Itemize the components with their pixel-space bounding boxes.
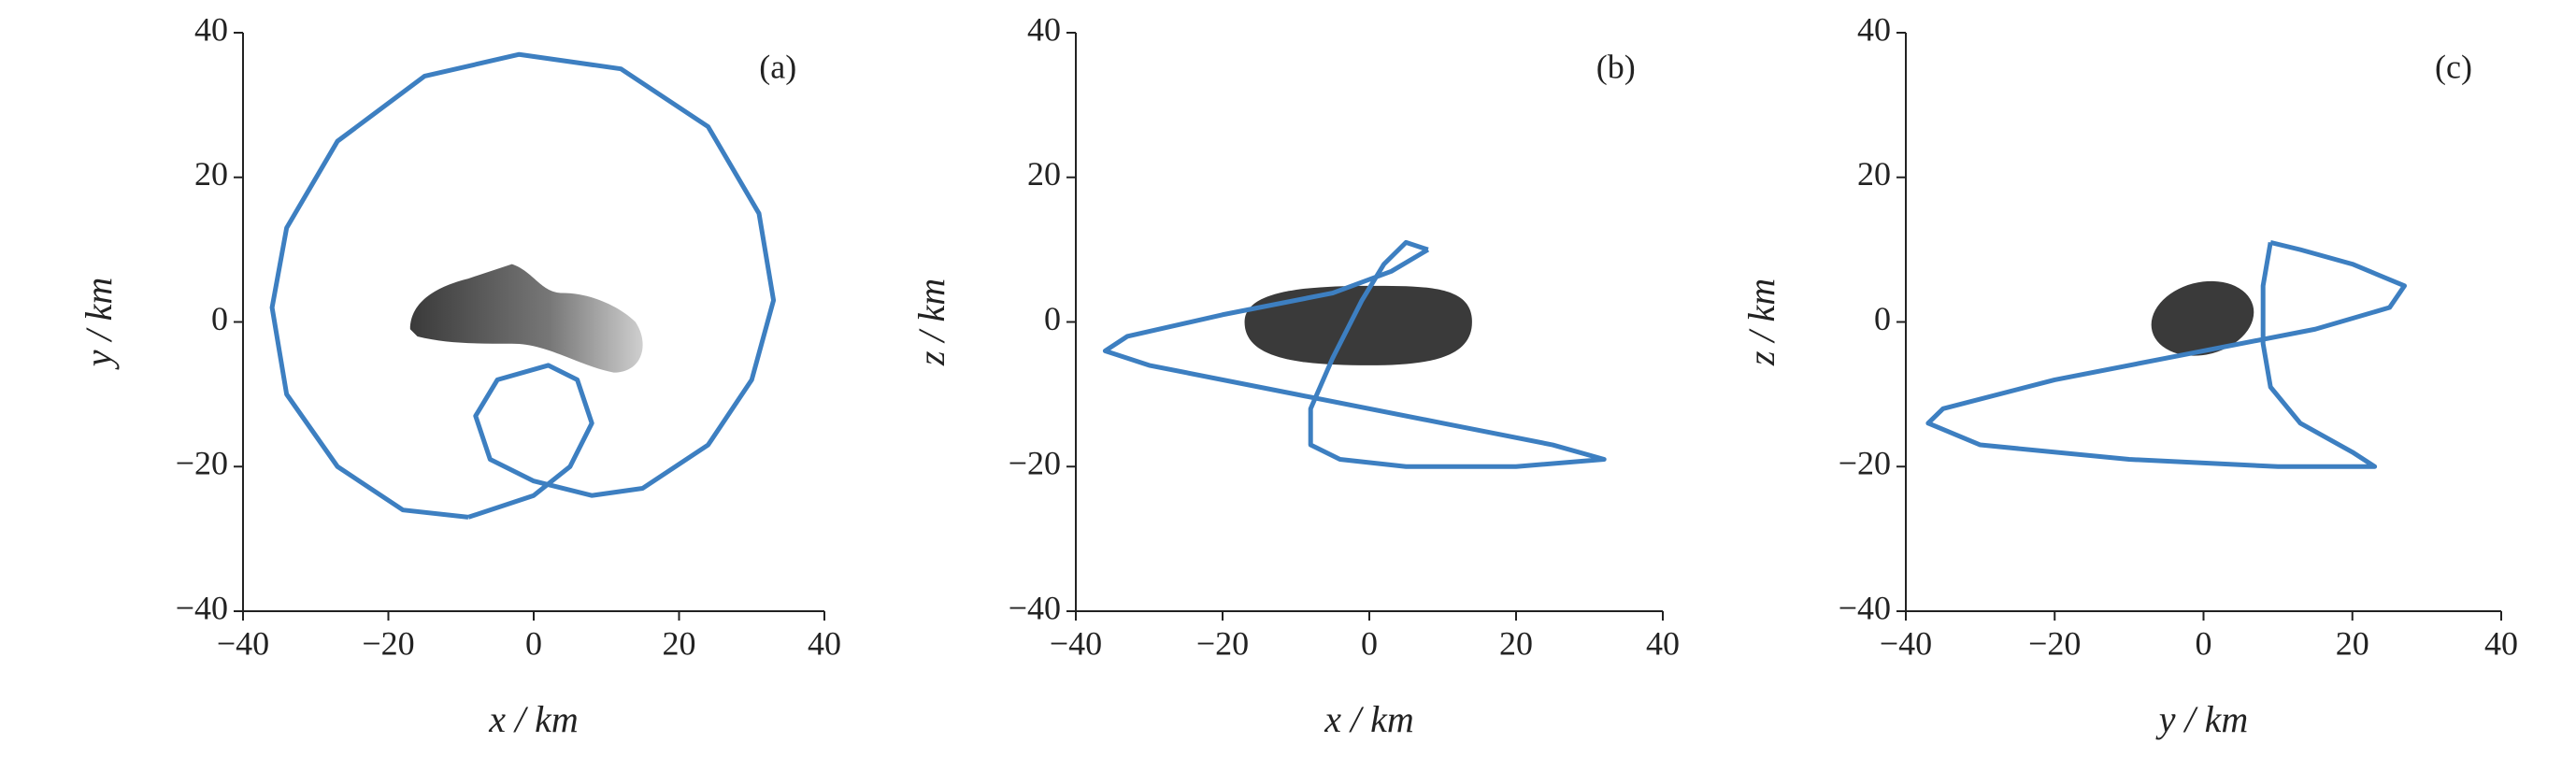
trajectory xyxy=(269,51,777,520)
x-tick-label: −40 xyxy=(1880,624,1932,662)
panel-label: (a) xyxy=(759,48,796,85)
panel-label: (c) xyxy=(2435,48,2472,85)
y-tick-label: −20 xyxy=(1839,445,1891,482)
y-axis-label: y / km xyxy=(78,278,120,371)
x-tick-label: 0 xyxy=(525,624,542,662)
x-tick-label: 0 xyxy=(1361,624,1378,662)
x-tick-label: −40 xyxy=(1050,624,1102,662)
x-axis-label: x / km xyxy=(488,698,579,740)
trajectory xyxy=(1102,239,1607,469)
x-tick-label: 40 xyxy=(2484,624,2518,662)
y-tick-label: 0 xyxy=(1044,300,1061,337)
x-tick-label: 20 xyxy=(2336,624,2369,662)
panel-label: (b) xyxy=(1596,48,1636,85)
x-tick-label: 40 xyxy=(1646,624,1680,662)
y-tick-label: −40 xyxy=(1839,589,1891,626)
asteroid xyxy=(2151,280,2254,356)
asteroid xyxy=(409,264,643,373)
y-tick-label: 20 xyxy=(194,155,228,193)
y-tick-label: −40 xyxy=(1009,589,1061,626)
x-tick-label: −20 xyxy=(362,624,414,662)
y-tick-label: 40 xyxy=(1857,10,1891,48)
x-tick-label: 20 xyxy=(663,624,696,662)
y-tick-label: 0 xyxy=(211,300,228,337)
x-tick-label: 0 xyxy=(2196,624,2212,662)
y-axis-label: z / km xyxy=(910,279,952,366)
x-axis-label: y / km xyxy=(2155,698,2249,740)
y-tick-label: 20 xyxy=(1027,155,1061,193)
y-tick-label: 0 xyxy=(1874,300,1891,337)
y-tick-label: 20 xyxy=(1857,155,1891,193)
x-tick-label: −20 xyxy=(2028,624,2081,662)
x-tick-label: 20 xyxy=(1499,624,1533,662)
y-tick-label: −40 xyxy=(176,589,228,626)
y-tick-label: 40 xyxy=(1027,10,1061,48)
asteroid xyxy=(1244,285,1472,365)
y-tick-label: −20 xyxy=(1009,445,1061,482)
y-tick-label: 40 xyxy=(194,10,228,48)
x-axis-label: x / km xyxy=(1324,698,1414,740)
y-tick-label: −20 xyxy=(176,445,228,482)
x-tick-label: 40 xyxy=(808,624,841,662)
y-axis-label: z / km xyxy=(1740,279,1782,366)
x-tick-label: −20 xyxy=(1196,624,1249,662)
trajectory xyxy=(1925,239,2407,469)
x-tick-label: −40 xyxy=(217,624,269,662)
